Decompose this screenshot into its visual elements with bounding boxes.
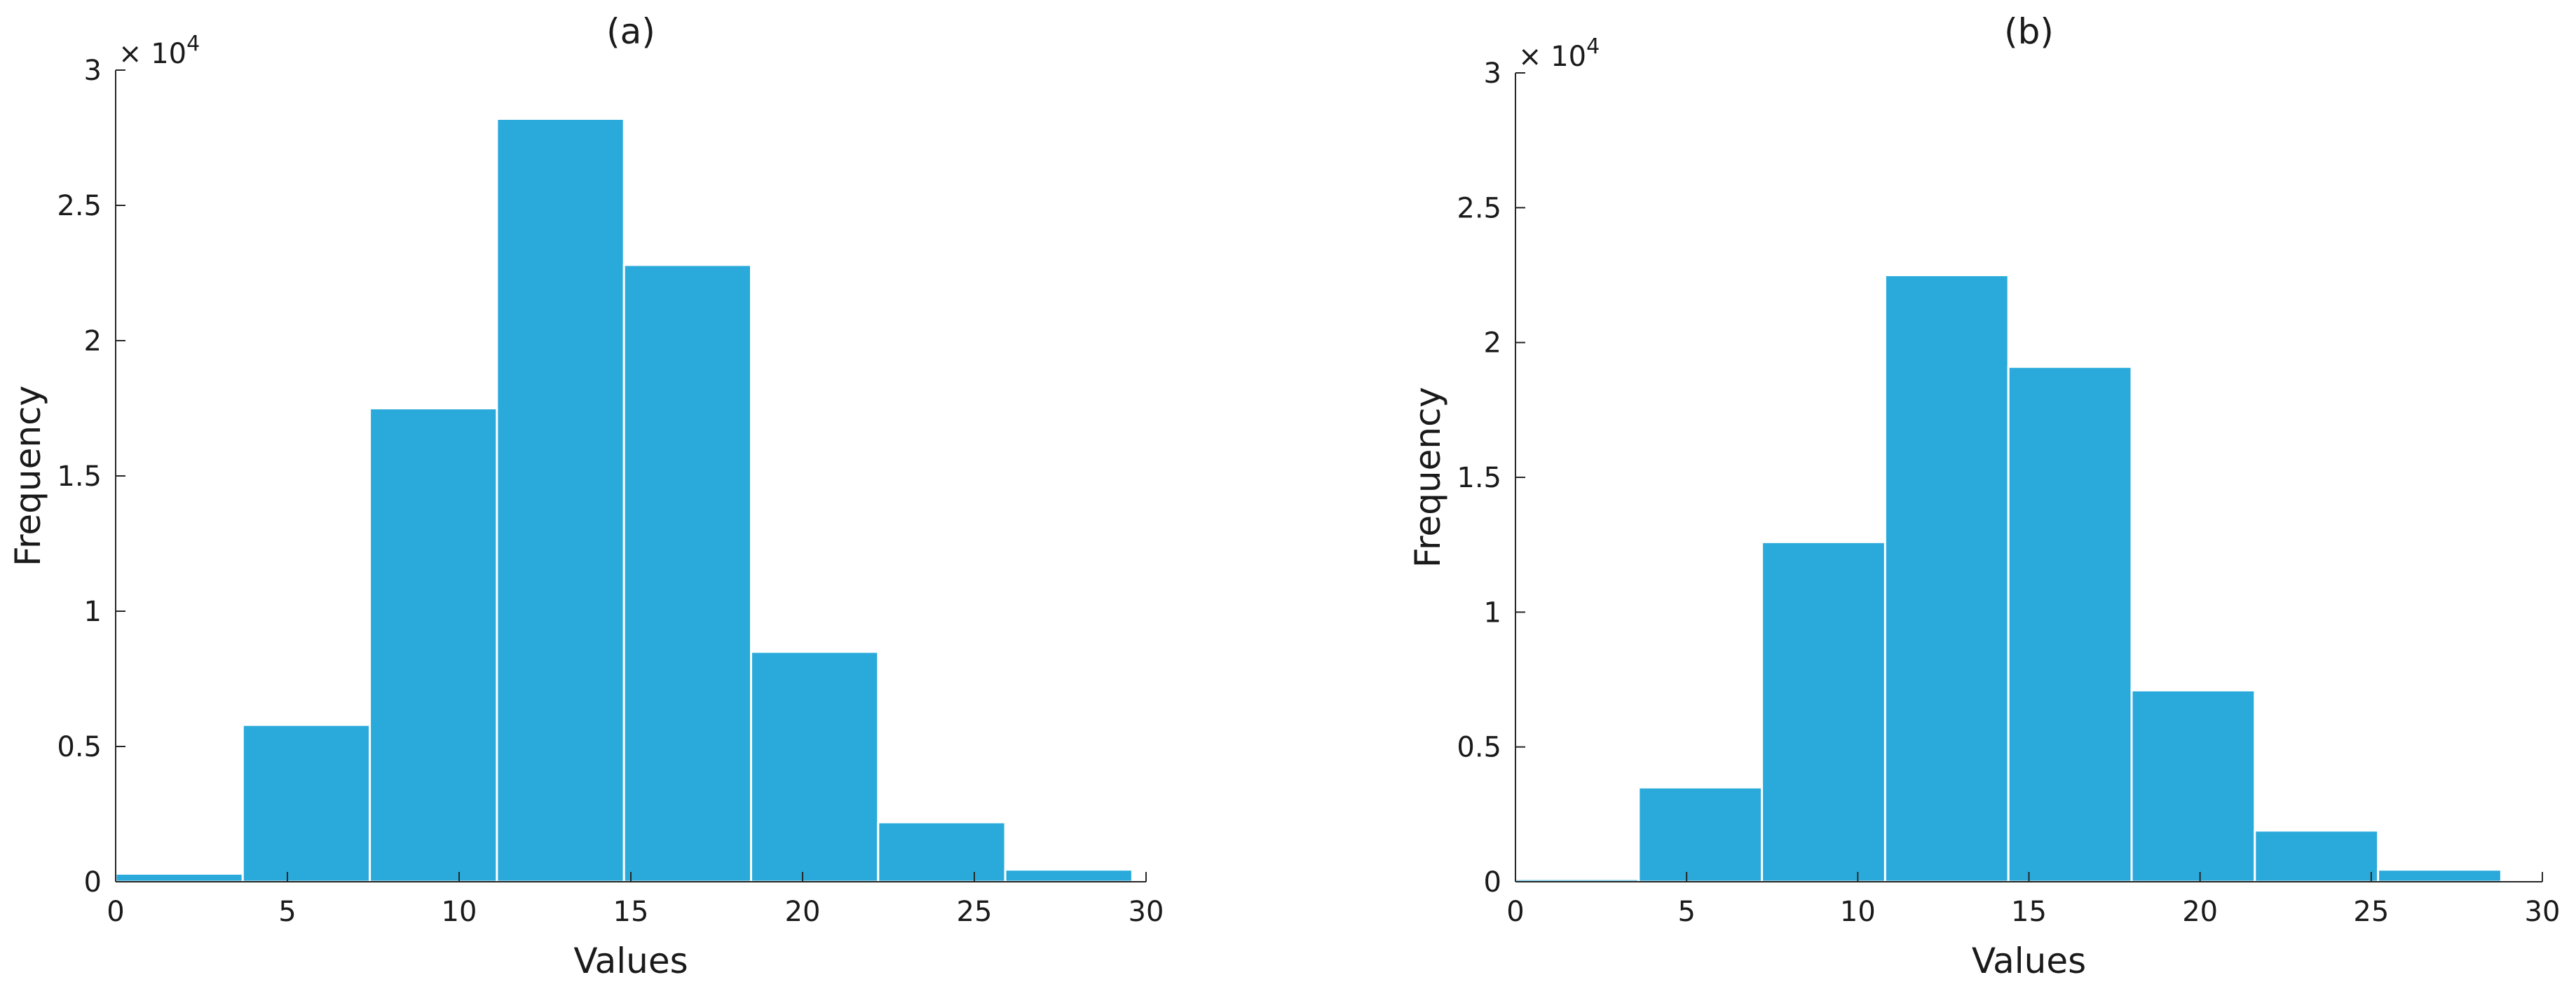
y-tick-label: 3	[84, 55, 102, 87]
histogram-bar	[1761, 540, 1886, 883]
y-exponent-power: 4	[186, 32, 200, 56]
y-axis-label: Frequency	[8, 386, 48, 566]
y-tick-label: 0	[1484, 866, 1501, 899]
x-axis-label: Values	[1972, 941, 2086, 981]
y-tick-label: 2.5	[57, 190, 102, 222]
y-tick-label: 0	[84, 866, 102, 899]
x-tick-label: 20	[785, 896, 821, 928]
x-tick-label: 15	[613, 896, 649, 928]
x-tick-label: 5	[278, 896, 296, 928]
panel-title: (b)	[2004, 11, 2054, 52]
histogram-bar	[114, 872, 244, 883]
y-tick-label: 1	[1484, 596, 1501, 629]
x-axis-label: Values	[573, 941, 688, 981]
y-exponent-label: × 104	[118, 32, 200, 70]
x-tick-label: 30	[2525, 896, 2561, 928]
y-tick-label: 1.5	[1457, 462, 1501, 494]
histogram-bar	[2377, 868, 2502, 883]
x-tick-label: 10	[1840, 896, 1876, 928]
y-axis-label: Frequency	[1408, 387, 1448, 568]
y-tick-label: 3	[1484, 57, 1501, 90]
histogram-bar	[750, 650, 880, 883]
panel-title: (a)	[606, 11, 655, 52]
histogram-bar	[622, 264, 753, 883]
y-exponent-power: 4	[1586, 34, 1600, 59]
histogram-bar	[2130, 689, 2256, 883]
y-tick-label: 2	[84, 325, 102, 357]
y-tick-label: 2	[1484, 327, 1501, 360]
histogram-bar	[1637, 786, 1764, 883]
x-tick-label: 20	[2182, 896, 2218, 928]
y-tick-label: 1	[84, 596, 102, 628]
histogram-bar	[877, 821, 1007, 883]
histogram-bar	[2254, 829, 2380, 883]
y-tick-label: 0.5	[1457, 732, 1501, 764]
x-tick-label: 15	[2011, 896, 2047, 928]
x-tick-label: 25	[2353, 896, 2389, 928]
y-tick-label: 0.5	[57, 731, 102, 763]
histogram-panel-1: 0 5 10 15 20 25 30 0 0.5 1 1.5 2 2.5 3 × 104 (a) Values F…	[8, 11, 1164, 981]
y-exponent-label: × 104	[1518, 34, 1600, 73]
histogram-bar	[369, 407, 498, 883]
histogram-bar	[241, 723, 372, 883]
histogram-panel-2: 0 5 10 15 20 25 30 0 0.5 1 1.5 2 2.5 3 × 104 (b) Values F…	[1408, 11, 2560, 981]
x-tick-label: 0	[1506, 896, 1524, 928]
histogram-bar	[1883, 274, 2010, 883]
x-tick-label: 5	[1677, 896, 1695, 928]
x-tick-label: 10	[442, 896, 477, 928]
x-tick-label: 25	[957, 896, 993, 928]
histogram-bar	[1004, 868, 1133, 883]
y-tick-label: 2.5	[1457, 192, 1501, 224]
histogram-bar	[2007, 365, 2133, 883]
x-tick-label: 30	[1129, 896, 1164, 928]
x-tick-label: 0	[107, 896, 124, 928]
histogram-bar	[496, 117, 625, 883]
y-tick-label: 1.5	[57, 461, 102, 493]
